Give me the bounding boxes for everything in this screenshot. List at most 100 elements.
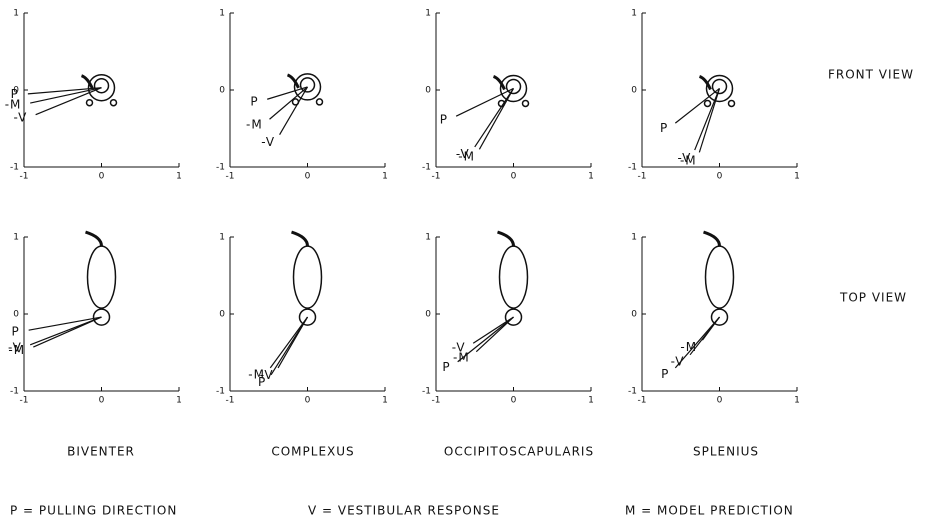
- x-tick-label: 1: [794, 396, 800, 406]
- y-tick-label: -1: [628, 163, 637, 173]
- head: [95, 79, 109, 93]
- ear: [111, 100, 117, 106]
- y-tick-label: 1: [631, 233, 637, 243]
- vector: [479, 88, 513, 149]
- vector: [458, 317, 514, 362]
- vector: [29, 317, 102, 330]
- x-tick-label: 1: [382, 172, 388, 182]
- tail: [494, 76, 505, 89]
- x-tick-label: 1: [382, 396, 388, 406]
- ear: [87, 100, 93, 106]
- vector: [699, 88, 719, 152]
- vector-label: -V: [671, 354, 685, 368]
- x-tick-label: -1: [432, 172, 441, 182]
- x-tick-label: 0: [305, 172, 311, 182]
- x-tick-label: 0: [99, 396, 105, 406]
- x-tick-label: 0: [717, 396, 723, 406]
- x-tick-label: -1: [638, 396, 647, 406]
- head: [713, 79, 727, 93]
- x-tick-label: 0: [717, 172, 723, 182]
- tail: [86, 232, 102, 246]
- vector-label: -M: [8, 343, 25, 357]
- y-tick-label: -1: [10, 387, 19, 397]
- y-tick-label: 1: [425, 9, 431, 19]
- x-tick-label: -1: [432, 396, 441, 406]
- vector-label: -M: [453, 350, 470, 364]
- vector: [473, 317, 513, 343]
- legend-entry: V = VESTIBULAR RESPONSE: [308, 504, 500, 518]
- y-tick-label: -1: [10, 163, 19, 173]
- column-label: OCCIPITOSCAPULARIS: [444, 445, 594, 459]
- tail: [288, 75, 299, 88]
- y-tick-label: 1: [13, 233, 19, 243]
- ear: [317, 99, 323, 105]
- y-tick-label: 0: [425, 86, 431, 96]
- vector-label: P: [250, 94, 258, 108]
- tail: [498, 232, 514, 246]
- x-tick-label: 1: [176, 172, 182, 182]
- ear: [523, 100, 529, 106]
- column-label: SPLENIUS: [693, 445, 759, 459]
- y-tick-label: 0: [425, 310, 431, 320]
- y-tick-label: -1: [216, 163, 225, 173]
- ear: [729, 100, 735, 106]
- vector-label: -M: [5, 97, 22, 111]
- y-tick-label: -1: [628, 387, 637, 397]
- y-tick-label: 0: [13, 310, 19, 320]
- x-tick-label: 1: [588, 172, 594, 182]
- vector: [270, 317, 307, 368]
- x-tick-label: -1: [638, 172, 647, 182]
- vector: [270, 87, 308, 119]
- y-tick-label: -1: [422, 387, 431, 397]
- legend-entry: P = PULLING DIRECTION: [10, 504, 177, 518]
- body: [500, 246, 528, 308]
- body: [294, 246, 322, 308]
- x-tick-label: 0: [305, 396, 311, 406]
- vector-label: -M: [246, 118, 263, 132]
- y-tick-label: 1: [13, 9, 19, 19]
- x-tick-label: 0: [99, 172, 105, 182]
- y-tick-label: -1: [216, 387, 225, 397]
- tail: [82, 76, 93, 89]
- x-tick-label: 1: [176, 396, 182, 406]
- body: [88, 246, 116, 308]
- vector-label: P: [440, 113, 448, 127]
- vector-label: -M: [458, 150, 475, 164]
- vector: [28, 88, 102, 94]
- vector-label: P: [258, 375, 266, 389]
- x-tick-label: -1: [226, 396, 235, 406]
- vector-label: -M: [680, 153, 697, 167]
- body: [706, 246, 734, 308]
- vector-label: P: [660, 121, 668, 135]
- y-tick-label: 1: [631, 9, 637, 19]
- y-tick-label: 0: [631, 86, 637, 96]
- y-tick-label: 0: [631, 310, 637, 320]
- y-tick-label: 1: [219, 233, 225, 243]
- x-tick-label: 1: [588, 396, 594, 406]
- vector: [33, 317, 101, 347]
- x-tick-label: -1: [20, 396, 29, 406]
- tail: [704, 232, 720, 246]
- tail: [700, 76, 711, 89]
- tail: [292, 232, 308, 246]
- x-tick-label: 0: [511, 396, 517, 406]
- x-tick-label: 1: [794, 172, 800, 182]
- head: [301, 78, 315, 92]
- vector-label: -V: [261, 135, 275, 149]
- y-tick-label: 1: [425, 233, 431, 243]
- x-tick-label: -1: [20, 172, 29, 182]
- vector: [271, 317, 307, 375]
- legend-entry: M = MODEL PREDICTION: [625, 504, 794, 518]
- figure: BIVENTER COMPLEXUS OCCIPITOSCAPULARIS SP…: [0, 0, 942, 518]
- y-tick-label: 1: [219, 9, 225, 19]
- x-tick-label: 0: [511, 172, 517, 182]
- vector-label: P: [661, 367, 669, 381]
- column-label: BIVENTER: [67, 445, 135, 459]
- y-tick-label: 0: [219, 86, 225, 96]
- y-tick-label: 0: [219, 310, 225, 320]
- x-tick-label: -1: [226, 172, 235, 182]
- row-label: TOP VIEW: [839, 291, 907, 305]
- row-label: FRONT VIEW: [828, 68, 914, 82]
- vector-label: -V: [13, 111, 27, 125]
- vector-label: P: [442, 360, 450, 374]
